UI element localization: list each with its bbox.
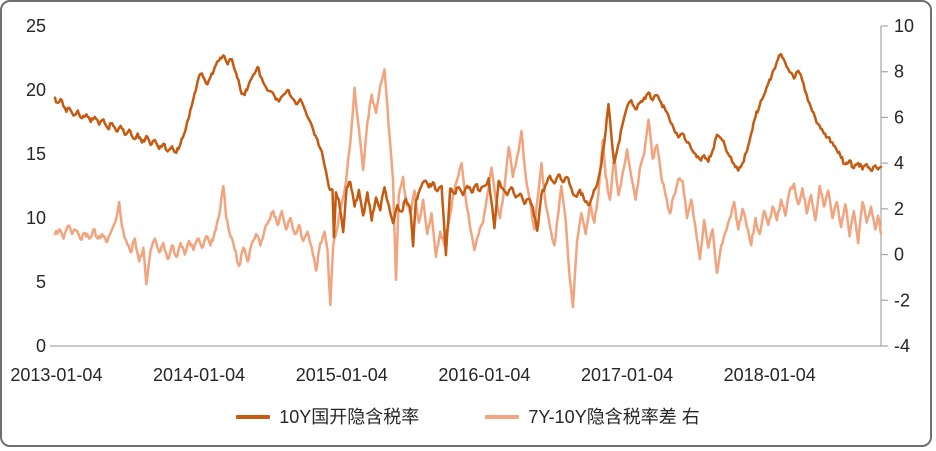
left-axis-tick-label: 0 [36, 336, 46, 356]
right-axis-tick-label: -2 [894, 290, 910, 310]
right-axis-tick-label: 6 [894, 107, 904, 127]
x-axis-tick-label: 2016-01-04 [438, 365, 530, 385]
legend-swatch-dark-orange [236, 415, 271, 419]
right-axis-tick-label: 8 [894, 62, 904, 82]
left-axis-tick-label: 15 [26, 144, 46, 164]
left-axis-tick-label: 5 [36, 272, 46, 292]
left-axis-tick-label: 20 [26, 80, 46, 100]
left-axis-tick-label: 10 [26, 208, 46, 228]
x-axis-tick-label: 2017-01-04 [581, 365, 673, 385]
right-axis-tick-label: 10 [894, 16, 914, 36]
legend-item-7y-10y-spread-right-axis: 7Y-10Y隐含税率差 右 [485, 403, 700, 431]
x-axis-tick-label: 2014-01-04 [153, 365, 245, 385]
right-axis-tick-label: -4 [894, 336, 910, 356]
x-axis-tick-label: 2015-01-04 [296, 365, 388, 385]
x-axis-tick-label: 2013-01-04 [10, 365, 102, 385]
legend-item-10y-cdb-implied-tax-rate: 10Y国开隐含税率 [236, 403, 419, 431]
legend-swatch-light-orange [485, 415, 520, 419]
legend-label-7y-10y-spread-right-axis: 7Y-10Y隐含税率差 右 [528, 407, 700, 427]
right-axis-tick-label: 4 [894, 153, 904, 173]
x-axis-tick-label: 2018-01-04 [724, 365, 816, 385]
legend-label-10y-cdb-implied-tax-rate: 10Y国开隐含税率 [279, 407, 420, 427]
chart-legend: 10Y国开隐含税率 7Y-10Y隐含税率差 右 [0, 403, 936, 431]
right-axis-tick-label: 2 [894, 199, 904, 219]
left-axis-tick-label: 25 [26, 16, 46, 36]
series-line-7y-10y-spread [53, 68, 883, 309]
right-axis-tick-label: 0 [894, 245, 904, 265]
series-line-10y-cdb-implied-tax-rate [53, 52, 883, 257]
